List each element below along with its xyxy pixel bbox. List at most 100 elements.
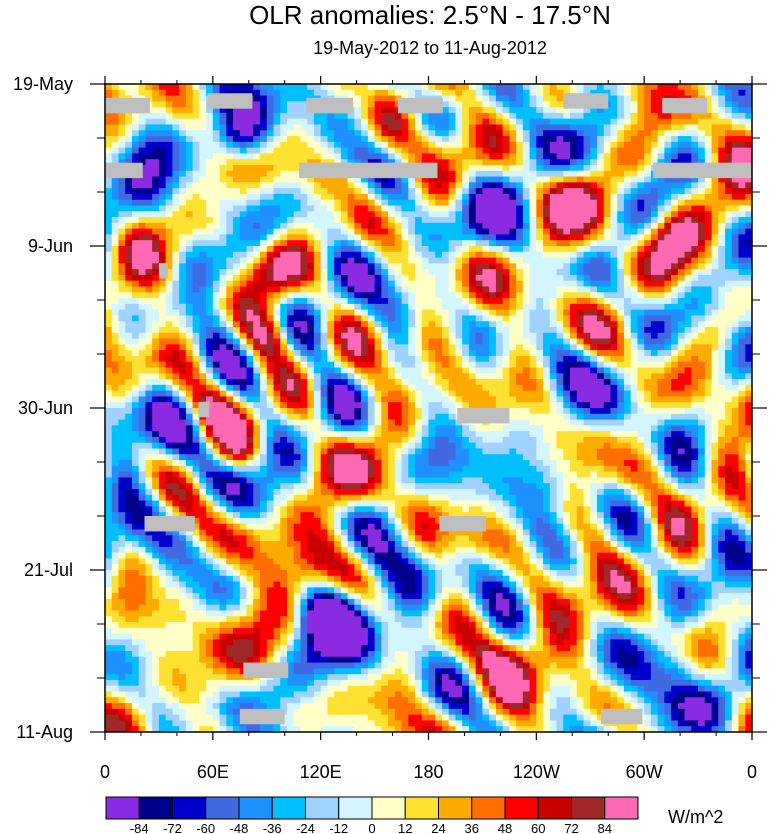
field-cell [340, 118, 349, 126]
field-cell [718, 118, 726, 126]
field-cell [172, 292, 180, 299]
field-cell [327, 344, 335, 351]
field-cell [320, 188, 329, 195]
field-cell [118, 89, 126, 97]
field-cell [239, 130, 248, 137]
field-cell [260, 170, 268, 178]
field-cell [266, 136, 275, 143]
field-cell [610, 107, 618, 114]
field-cell [320, 141, 329, 149]
field-cell [199, 84, 207, 91]
field-cell [637, 257, 645, 264]
field-cell [300, 246, 308, 253]
field-cell [347, 338, 355, 345]
field-cell [536, 344, 544, 351]
field-cell [677, 124, 686, 131]
field-cell [428, 327, 436, 334]
field-cell [489, 176, 497, 183]
field-cell [206, 327, 214, 334]
field-cell [388, 222, 396, 230]
field-cell [570, 205, 578, 212]
field-cell [441, 153, 450, 160]
field-cell [158, 130, 167, 137]
field-cell [549, 269, 558, 276]
field-cell [428, 199, 436, 207]
field-cell [731, 379, 740, 386]
field-cell [462, 379, 470, 386]
field-cell [327, 315, 335, 322]
field-cell [158, 292, 167, 299]
field-cell [307, 280, 315, 288]
field-cell [745, 159, 752, 166]
field-cell [738, 205, 746, 212]
field-cell [441, 246, 450, 253]
field-cell [219, 124, 227, 131]
field-cell [421, 84, 430, 91]
field-cell [253, 101, 261, 108]
field-cell [502, 222, 510, 230]
field-cell [185, 141, 194, 149]
field-cell [388, 298, 396, 305]
field-cell [165, 188, 173, 195]
field-cell [118, 251, 126, 259]
field-cell [260, 361, 268, 369]
field-cell [293, 176, 302, 183]
field-cell [273, 251, 281, 259]
field-cell [334, 147, 342, 155]
field-cell [118, 327, 126, 334]
field-cell [286, 84, 295, 91]
field-cell [711, 188, 719, 195]
field-cell [212, 332, 221, 340]
field-cell [192, 257, 200, 264]
field-cell [415, 350, 423, 357]
field-cell [583, 315, 591, 322]
field-cell [381, 176, 389, 183]
field-cell [475, 153, 484, 160]
field-cell [340, 309, 349, 317]
field-cell [361, 251, 369, 259]
field-cell [448, 355, 457, 363]
field-cell [105, 373, 113, 380]
field-cell [617, 217, 625, 224]
field-cell [313, 240, 322, 247]
field-cell [212, 176, 221, 183]
field-cell [179, 188, 187, 195]
field-cell [617, 298, 625, 305]
field-cell [664, 379, 672, 386]
field-cell [179, 159, 187, 166]
field-cell [172, 263, 180, 270]
field-cell [704, 147, 713, 155]
field-cell [522, 269, 531, 276]
field-cell [313, 321, 322, 328]
field-cell [455, 298, 463, 305]
field-cell [623, 205, 632, 212]
field-cell [111, 124, 120, 131]
field-cell [192, 112, 200, 120]
field-cell [179, 193, 187, 201]
field-cell [738, 153, 746, 160]
field-cell [691, 124, 699, 131]
field-cell [260, 228, 268, 236]
field-cell [495, 228, 504, 236]
field-cell [650, 228, 659, 236]
field-cell [725, 367, 733, 374]
field-cell [603, 373, 612, 380]
field-cell [408, 303, 416, 311]
field-cell [185, 228, 194, 236]
field-cell [280, 205, 288, 212]
field-cell [192, 350, 200, 357]
field-cell [131, 361, 140, 369]
field-cell [145, 182, 153, 189]
field-cell [745, 361, 752, 369]
field-cell [462, 251, 470, 259]
field-cell [563, 321, 571, 328]
field-cell [462, 355, 470, 363]
field-cell [738, 228, 746, 236]
field-cell [361, 95, 369, 102]
field-cell [576, 263, 585, 270]
field-cell [381, 338, 389, 345]
field-cell [657, 112, 665, 120]
field-cell [576, 257, 585, 264]
field-cell [664, 240, 672, 247]
field-cell [152, 107, 160, 114]
